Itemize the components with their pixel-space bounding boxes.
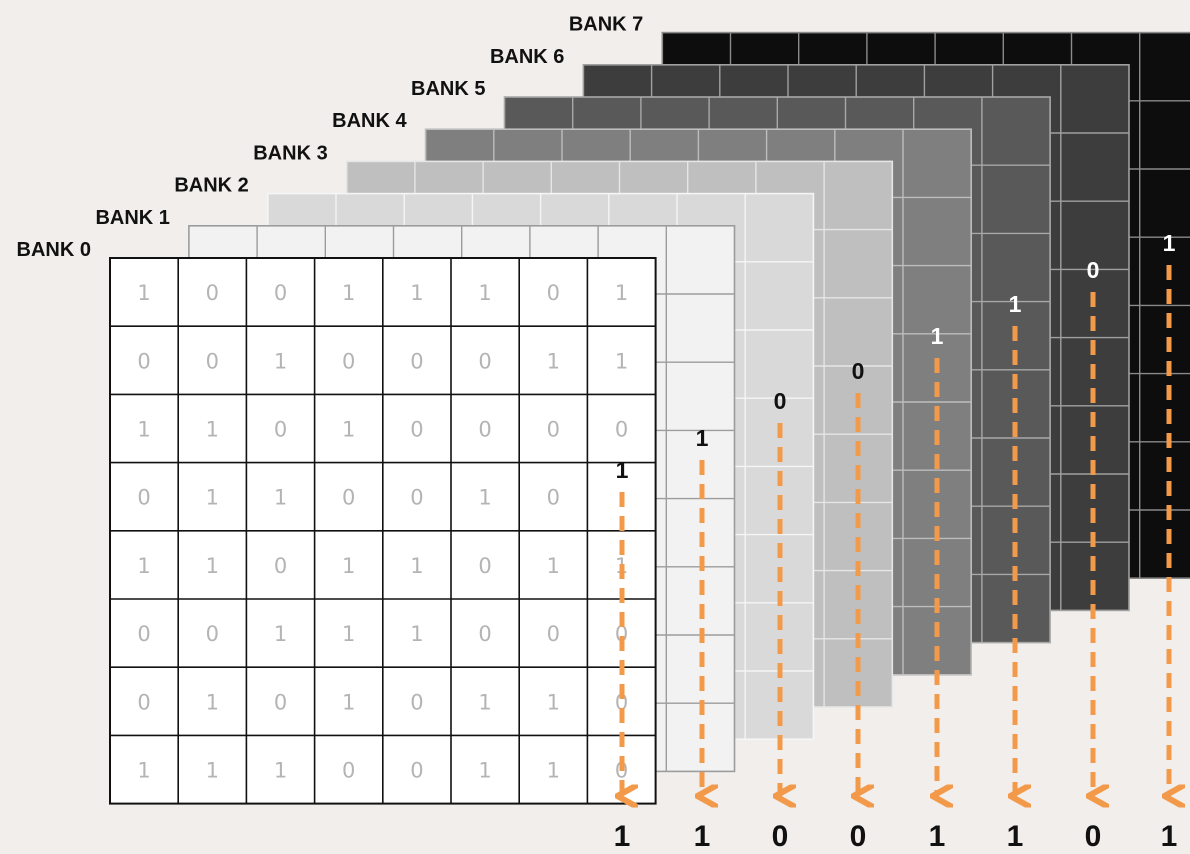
bank-0-cell: 0 — [410, 690, 423, 714]
bank-0-cell: 1 — [342, 554, 355, 578]
bank-0-cell: 0 — [478, 418, 491, 442]
bank-4-selected-bit: 1 — [931, 323, 944, 349]
bank-3-label: BANK 3 — [253, 142, 327, 164]
bank-0-cell: 0 — [137, 349, 150, 373]
bank-0-cell: 0 — [274, 418, 287, 442]
bank-0-cell: 1 — [478, 281, 491, 305]
bank-6-label: BANK 6 — [490, 46, 564, 68]
bank-0-cell: 0 — [478, 554, 491, 578]
bank-0-cell: 0 — [547, 622, 560, 646]
bank-0-cell: 0 — [274, 690, 287, 714]
bank-7-label: BANK 7 — [569, 14, 643, 36]
bank-0-cell: 1 — [137, 281, 150, 305]
bank-0-cell: 1 — [206, 759, 219, 783]
bank-0 — [109, 257, 657, 805]
bank-0-cell: 0 — [137, 690, 150, 714]
bank-0-cell: 0 — [547, 486, 560, 510]
bank-0-cell: 0 — [206, 622, 219, 646]
bank-0-selected-bit: 1 — [616, 457, 629, 483]
bank-0-cell: 1 — [206, 554, 219, 578]
bank-0-cell: 1 — [206, 690, 219, 714]
bank-0-cell: 0 — [342, 349, 355, 373]
bank-0-cell: 1 — [342, 418, 355, 442]
bank-0-cell: 1 — [478, 690, 491, 714]
bank-0-cell: 1 — [478, 486, 491, 510]
bank-0-cell: 1 — [274, 759, 287, 783]
bank-0-cell: 1 — [137, 418, 150, 442]
bank-0-cell: 0 — [547, 281, 560, 305]
bank-7-selected-bit: 1 — [1163, 230, 1176, 256]
bank-0-cell: 1 — [274, 622, 287, 646]
bank-2-label: BANK 2 — [174, 175, 248, 197]
bank-0-cell: 1 — [615, 349, 628, 373]
bank-0-cell: 1 — [342, 281, 355, 305]
bank-0-cell: 0 — [410, 418, 423, 442]
bank-0-cell: 1 — [410, 281, 423, 305]
bank-0-cell: 1 — [547, 349, 560, 373]
bank-6-selected-bit: 0 — [1087, 257, 1100, 283]
bank-0-cell: 1 — [274, 486, 287, 510]
bank-0-cell: 0 — [342, 759, 355, 783]
result-bit: 1 — [694, 820, 711, 853]
bank-0-cell: 1 — [137, 759, 150, 783]
bank-0-cell: 1 — [615, 281, 628, 305]
bank-0-cell: 0 — [615, 418, 628, 442]
bank-0-cell: 1 — [547, 759, 560, 783]
bank-0-cell: 1 — [137, 554, 150, 578]
bank-0-grid — [110, 258, 656, 804]
bank-0-cell: 1 — [274, 349, 287, 373]
readout-arrows — [622, 265, 1169, 796]
bank-0-digits: 1 0 0 1 1 1 0 1 0 0 1 0 0 0 1 1 1 1 0 1 0 0 0 0 0 1 1 0 0 1 0 1 1 0 1 1 0 1 1 0… — [137, 281, 628, 782]
bank-1-label: BANK 1 — [95, 207, 169, 229]
result-bit: 1 — [1007, 820, 1024, 853]
bank-5-selected-bit: 1 — [1009, 291, 1022, 317]
selected-bits: 1 1 0 0 1 1 0 1 — [616, 230, 1176, 483]
bank-0-cell: 0 — [206, 349, 219, 373]
bank-0-cell: 0 — [206, 281, 219, 305]
result-bit: 1 — [614, 820, 631, 853]
bank-0-cell: 1 — [342, 622, 355, 646]
bank-0-cell: 0 — [478, 349, 491, 373]
result-bit: 1 — [1161, 820, 1178, 853]
result-row: 1 1 0 0 1 1 0 1 — [614, 820, 1178, 853]
bank-0-cell: 0 — [410, 759, 423, 783]
bank-0-cell: 1 — [206, 418, 219, 442]
bank-2-selected-bit: 0 — [774, 388, 787, 414]
bank-0-cell: 1 — [342, 690, 355, 714]
result-bit: 0 — [850, 820, 867, 853]
bank-0-cell: 0 — [410, 349, 423, 373]
bank-0-cell: 1 — [547, 690, 560, 714]
bank-4-label: BANK 4 — [332, 110, 407, 132]
bank-0-cell: 0 — [342, 486, 355, 510]
bank-5-label: BANK 5 — [411, 78, 485, 100]
bank-0-cell: 1 — [547, 554, 560, 578]
bank-0-cell: 1 — [410, 622, 423, 646]
banks-layer — [109, 31, 1190, 805]
result-bit: 0 — [772, 820, 789, 853]
bank-0-cell: 0 — [615, 690, 628, 714]
bank-0-cell: 1 — [478, 759, 491, 783]
bank-1-selected-bit: 1 — [696, 425, 709, 451]
result-bit: 1 — [929, 820, 946, 853]
bank-0-cell: 1 — [410, 554, 423, 578]
result-bit: 0 — [1085, 820, 1102, 853]
bank-0-cell: 0 — [137, 486, 150, 510]
bank-0-cell: 0 — [274, 281, 287, 305]
bank-0-cell: 0 — [615, 622, 628, 646]
bank-0-cell: 0 — [410, 486, 423, 510]
bank-0-cell: 0 — [547, 418, 560, 442]
bank-0-cell: 0 — [478, 622, 491, 646]
bank-0-cell: 0 — [137, 622, 150, 646]
bank-0-cell: 1 — [206, 486, 219, 510]
bank-3-selected-bit: 0 — [852, 358, 865, 384]
bank-0-cell: 0 — [274, 554, 287, 578]
bank-0-label: BANK 0 — [17, 239, 91, 261]
